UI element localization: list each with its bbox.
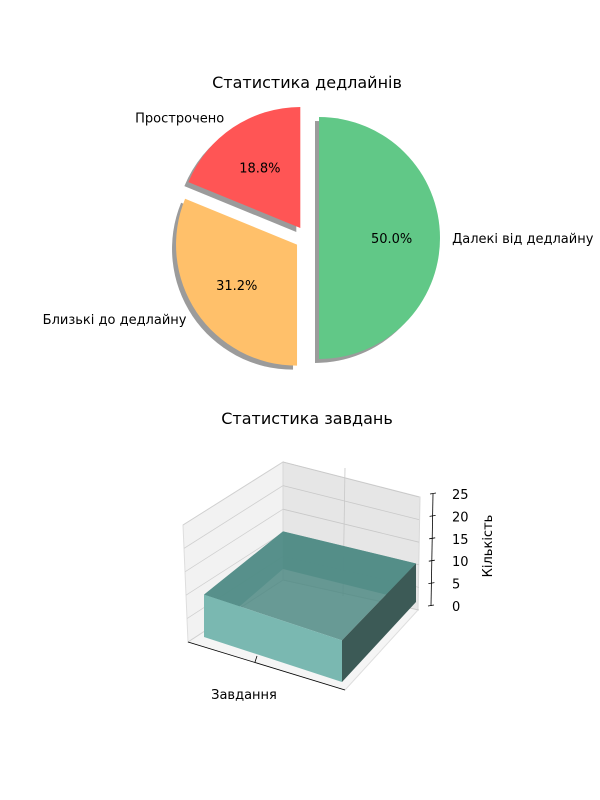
pie-slice-2	[176, 198, 298, 366]
z-axis-label: Кількість	[481, 515, 496, 578]
z-tick-mark	[427, 604, 435, 607]
grid-line-back	[282, 461, 420, 498]
grid-line-left	[185, 532, 284, 596]
z-axis-ticks: 0 5 10 15 20 25	[427, 488, 469, 615]
pie-slice-1-percent-label: 18.8%	[239, 162, 280, 177]
grid-line-back	[282, 485, 420, 520]
z-tick-label: 15	[452, 533, 469, 548]
pie-slice-3-percent-label: 50.0%	[371, 232, 412, 247]
z-tick-mark	[429, 515, 436, 517]
z-tick-mark	[428, 582, 435, 584]
pie-slice-1	[188, 107, 301, 229]
z-tick-mark	[429, 492, 437, 495]
bar-face-top-1	[204, 531, 416, 641]
z-tick-label: 5	[452, 578, 460, 593]
x-axis-label: Завдання	[211, 688, 277, 703]
z-tick-label: 20	[452, 510, 469, 525]
z-tick-label: 0	[452, 600, 460, 615]
bar3d-chart: Статистика завдань Завдання 0 5 10 15 20 25 К…	[182, 409, 496, 703]
bar-face-front-1	[204, 594, 342, 682]
bar3d-chart-title: Статистика завдань	[221, 409, 393, 428]
pie-slice-2-percent-label: 31.2%	[216, 279, 257, 294]
z-axis-line	[430, 493, 434, 607]
bar-face-right-1	[342, 563, 416, 682]
pie-chart: Статистика дедлайнів 18.8% Прострочено 31.…	[43, 73, 594, 370]
grid-line-left	[184, 508, 284, 573]
pie-slice-3	[319, 117, 440, 359]
grid-line-back	[282, 508, 420, 543]
x-tick-mark	[254, 655, 258, 663]
pie-slices: 18.8% Прострочено 31.2% Близькі до дедлайну…	[43, 107, 594, 370]
pie-slice-2-label: Близькі до дедлайну	[43, 313, 187, 328]
pie-slice-3-label: Далекі від дедлайну	[452, 232, 594, 247]
grid-line-left	[182, 461, 284, 526]
bar3d-bars	[204, 531, 416, 682]
z-tick-mark	[428, 559, 435, 562]
x-axis-line	[187, 641, 346, 691]
pie-slice-1-label: Прострочено	[135, 111, 224, 126]
grid-line-left	[183, 485, 284, 549]
z-tick-label: 10	[452, 555, 469, 570]
z-tick-mark	[429, 537, 436, 540]
z-tick-label: 25	[452, 488, 469, 503]
pie-chart-title: Статистика дедлайнів	[212, 73, 402, 92]
